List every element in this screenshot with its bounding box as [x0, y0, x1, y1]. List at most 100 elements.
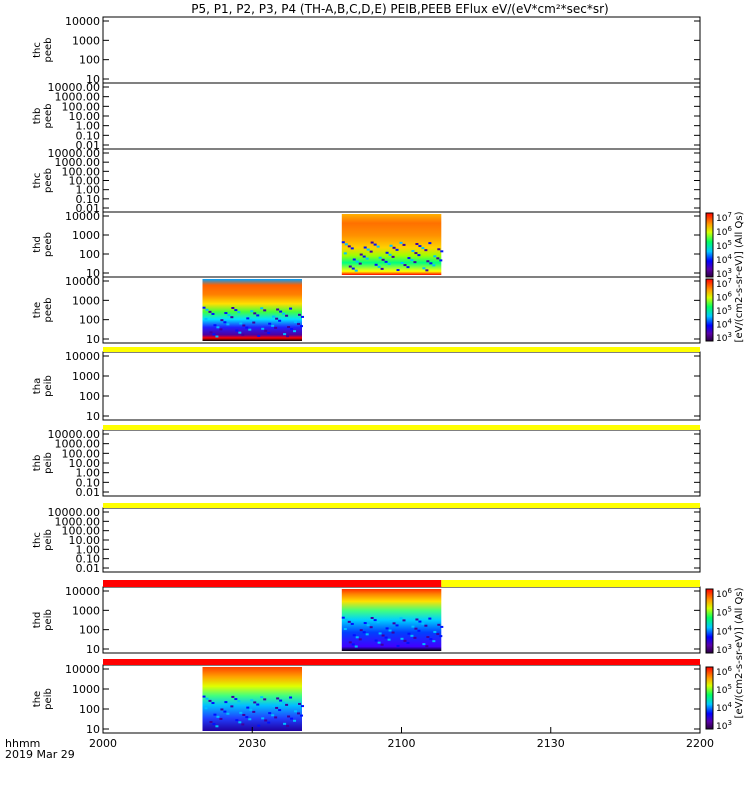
spectrogram-pixel — [347, 620, 351, 623]
spectrogram-pixel — [301, 315, 305, 318]
spectrogram-pixel — [204, 707, 208, 710]
spectrogram-pixel — [224, 312, 228, 315]
spectrogram-pixel — [407, 257, 411, 260]
spectrogram-pixel — [287, 326, 291, 329]
spectrogram-pixel — [248, 328, 252, 331]
colorbar-tick-label: 103 — [716, 267, 732, 280]
spectrogram-pixel — [378, 256, 382, 259]
spectrogram-pixel — [294, 710, 298, 713]
spectrogram-pixel — [343, 627, 347, 630]
spectrogram-pixel — [219, 717, 223, 720]
spectrogram-pixel — [249, 319, 253, 322]
y-tick-label: 0.01 — [76, 202, 101, 215]
spectrogram-pixel — [224, 701, 228, 704]
spectrogram-pixel — [425, 645, 429, 648]
spectrogram-pixel — [351, 267, 355, 270]
spectrogram-pixel — [272, 315, 276, 318]
spectrogram-pixel — [246, 706, 250, 709]
y-tick-label: 10000 — [65, 275, 100, 288]
flag-bar-segment — [103, 425, 700, 430]
spectrogram-pixel — [418, 245, 422, 248]
spectrogram-pixel — [242, 324, 246, 327]
spectrogram-pixel — [209, 720, 213, 723]
y-tick-label: 10.00 — [69, 457, 101, 470]
spectrogram-pixel — [439, 635, 443, 638]
y-tick-label: 10 — [86, 73, 100, 86]
panel-frame — [102, 351, 701, 421]
spectrogram-pixel — [365, 633, 369, 636]
spectrogram-pixel — [297, 323, 301, 326]
spectrogram-pixel — [380, 643, 384, 646]
y-tick-label: 100.00 — [62, 447, 101, 460]
spectrogram-pixel — [286, 335, 290, 338]
spectrogram-pixel — [354, 645, 358, 648]
y-tick-label: 10000.00 — [48, 81, 101, 94]
spectrogram-pixel — [392, 622, 396, 625]
spectrogram-pixel — [279, 310, 283, 313]
spectrogram-pixel — [403, 264, 407, 267]
panel-frame — [102, 16, 701, 84]
spectrogram-pixel — [413, 261, 417, 264]
spectrogram-pixel — [400, 637, 404, 640]
panel-ylabel: thapeib — [32, 375, 54, 397]
spectrogram-pixel — [256, 314, 260, 317]
spectrogram-pixel — [297, 712, 301, 715]
spectrogram-pixel — [230, 705, 234, 708]
colorbar-tick-label: 107 — [716, 211, 732, 224]
colorbar-tick-label: 103 — [716, 719, 732, 732]
y-tick-label: 10 — [86, 267, 100, 280]
y-tick-label: 100 — [79, 54, 100, 67]
spectrogram-pixel — [230, 316, 234, 319]
spectrogram-pixel — [271, 714, 275, 717]
spectrogram-pixel — [226, 323, 230, 326]
y-tick-label: 10 — [86, 723, 100, 736]
spectrogram-pixel — [275, 317, 279, 320]
spectrogram-pixel — [276, 308, 280, 311]
spectrogram-pixel — [246, 317, 250, 320]
spectrogram-pixel — [384, 636, 388, 639]
x-tick-labels: 2000 2030 2100 2130 2200 — [89, 727, 714, 750]
spectrogram-pixel — [283, 722, 287, 725]
spectrogram-pixel — [376, 621, 380, 624]
y-tick-label: 1.00 — [76, 120, 101, 133]
spectrogram-pixel — [415, 618, 419, 621]
spectrogram-pixel — [415, 243, 419, 246]
x-axis-label-date: 2019 Mar 29 — [5, 748, 75, 761]
colorbar-tick-label: 106 — [716, 587, 732, 600]
spectrogram-pixel — [437, 248, 441, 251]
spectrogram-pixel — [211, 702, 215, 705]
spectrogram-pixel — [388, 253, 392, 256]
x-axis: hhmm 2019 Mar 29 2000 2030 2100 2130 2200 — [5, 727, 714, 761]
spectrogram-pixel — [352, 634, 356, 637]
spectrogram-pixel — [399, 241, 403, 244]
panel-frame — [102, 148, 701, 213]
spectrogram-pixel — [252, 710, 256, 713]
spectrogram-pixel — [267, 721, 271, 724]
spectrogram-pixel — [426, 260, 430, 263]
spectrogram-pixel — [436, 257, 440, 260]
spectrogram-pixel — [381, 258, 385, 261]
y-tick-label: 10000 — [65, 15, 100, 28]
colorbar-scale — [705, 666, 714, 730]
spectrogram-pixel — [359, 253, 363, 256]
colorbar-tick-label: 106 — [716, 225, 732, 238]
spectrogram-pixel — [373, 243, 377, 246]
spectrogram-pixel — [366, 624, 370, 627]
spectrogram-pixel — [257, 334, 261, 337]
spectrogram-pixel — [406, 641, 410, 644]
colorbar-title: [eV/(cm2-s-sr-eV)] (All Qs) — [734, 587, 745, 718]
spectrogram-pixel — [252, 321, 256, 324]
y-tick-label: 10000.00 — [48, 506, 101, 519]
colorbar-title: [eV/(cm2-s-sr-eV)] (All Qs) — [734, 211, 745, 342]
spectrogram-pixel — [245, 716, 249, 719]
spectrogram-pixel — [205, 308, 209, 311]
y-tick-label: 0.01 — [76, 139, 101, 152]
spectrogram-pixel — [231, 695, 235, 698]
panel-ylabel: thcpeib — [32, 529, 54, 551]
spectrogram-pixel — [358, 262, 362, 265]
spectrogram-pixel — [376, 245, 380, 248]
spectrogram-pixel — [426, 636, 430, 639]
spectrogram-pixel — [268, 712, 272, 715]
spectrogram-pixel — [424, 249, 428, 252]
colorbar-tick-label: 104 — [716, 253, 732, 266]
